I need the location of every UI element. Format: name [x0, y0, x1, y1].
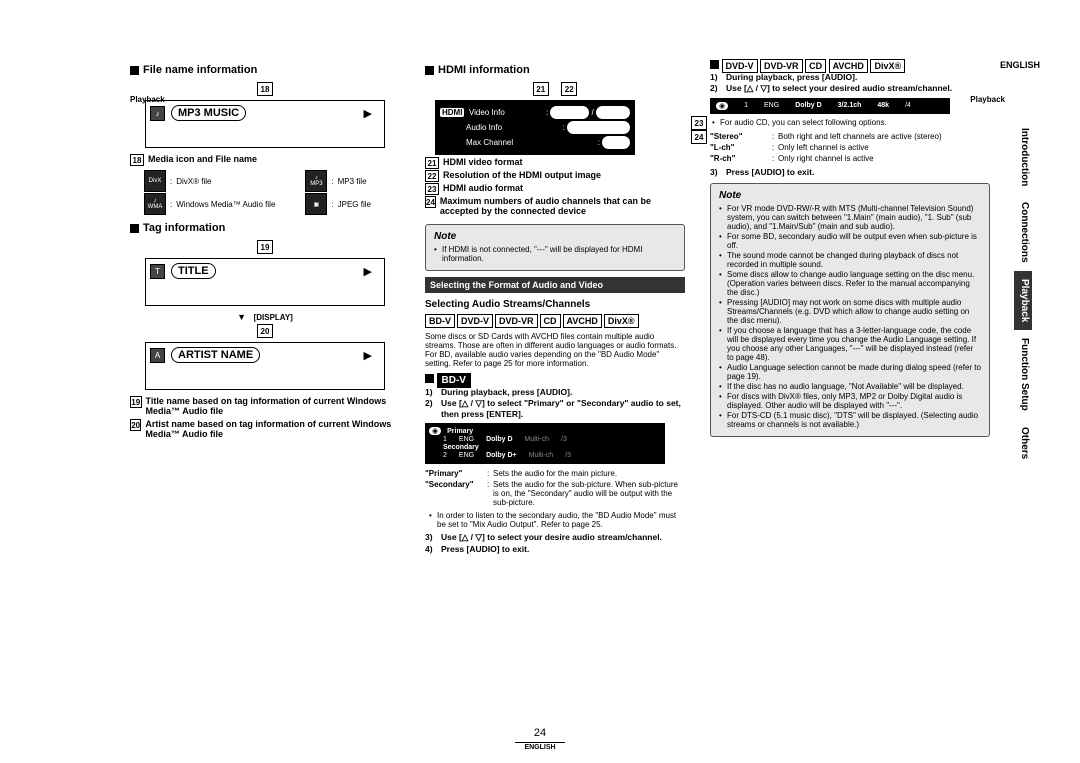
- fmt-dvdvr: DVD-VR: [495, 314, 538, 328]
- c3-step2: Use [△ / ▽] to select your desired audio…: [726, 83, 952, 94]
- display-mp3: ♪ MP3 MUSIC ▶: [145, 100, 385, 148]
- divx-label: DivX® file: [176, 177, 211, 186]
- primary-secondary-defs: "Primary":Sets the audio for the main pi…: [425, 468, 685, 508]
- column-3: DVD-V DVD-VR CD AVCHD DivX® 1)During pla…: [710, 60, 990, 555]
- marker-20: 20: [257, 324, 273, 338]
- divx-icon: DivX: [144, 170, 166, 192]
- sidebar-playback: Playback: [1014, 271, 1032, 330]
- column-1: File name information 18 ♪ MP3 MUSIC ▶ 1…: [130, 60, 400, 555]
- primary-secondary-box: ◉Primary 1ENGDolby DMulti-ch/3 Secondary…: [425, 423, 665, 464]
- c3-fmt-avchd: AVCHD: [829, 59, 868, 73]
- marker-21: 21: [533, 82, 549, 96]
- note-big: Note For VR mode DVD-RW/-R with MTS (Mul…: [710, 183, 990, 437]
- n19-desc: Title name based on tag information of c…: [146, 396, 400, 416]
- fmt-dvdv: DVD-V: [457, 314, 493, 328]
- stream-paragraph: Some discs or SD Cards with AVCHD files …: [425, 332, 685, 368]
- hdmi-display-box: HDMI Video Info : YCbCr / 1080i Audio In…: [435, 100, 635, 155]
- page-language-footer: ENGLISH: [515, 742, 565, 751]
- media-icon-title: Media icon and File name: [148, 154, 257, 164]
- ref-24: 24: [425, 196, 436, 208]
- ref-19: 19: [130, 396, 142, 408]
- l23: HDMI audio format: [443, 183, 523, 193]
- marker-23: 23: [691, 116, 707, 130]
- display-artist: A ARTIST NAME ▶: [145, 342, 385, 390]
- l22: Resolution of the HDMI output image: [443, 170, 601, 180]
- mp3-label: MP3 file: [338, 177, 367, 186]
- channel-defs: "Stereo":Both right and left channels ar…: [710, 131, 990, 164]
- page-number: 24: [534, 727, 546, 739]
- wma-label: Windows Media™ Audio file: [176, 200, 275, 209]
- c3-step1: During playback, press [AUDIO].: [726, 72, 857, 82]
- ref-23: 23: [425, 183, 439, 195]
- c2-sec-bullet: In order to listen to the secondary audi…: [429, 511, 685, 529]
- c3-fmt-dvdvr: DVD-VR: [760, 59, 803, 73]
- mp3-music-label: MP3 MUSIC: [171, 105, 246, 121]
- marker-22: 22: [561, 82, 577, 96]
- file-name-info-title: File name information: [130, 64, 400, 76]
- artist-label: ARTIST NAME: [171, 347, 260, 363]
- ref-22: 22: [425, 170, 439, 182]
- sidebar-others: Others: [1014, 419, 1032, 467]
- fmt-cd: CD: [540, 314, 561, 328]
- l24: Maximum numbers of audio channels that c…: [440, 196, 685, 216]
- display-arrow-1: ▼ [DISPLAY]: [130, 312, 400, 322]
- column-2: HDMI information 21 22 HDMI Video Info :…: [425, 60, 685, 555]
- hdmi-info-title: HDMI information: [425, 64, 685, 76]
- artist-a-icon: A: [150, 348, 165, 363]
- fmt-divx: DivX®: [604, 314, 639, 328]
- sidebar-connections: Connections: [1014, 194, 1032, 271]
- sidebar-function-setup: Function Setup: [1014, 330, 1032, 419]
- select-format-bar: Selecting the Format of Audio and Video: [425, 277, 685, 293]
- fmt-avchd: AVCHD: [563, 314, 602, 328]
- c3-fmt-divx: DivX®: [870, 59, 905, 73]
- jpeg-icon: ▣: [305, 193, 327, 215]
- tag-info-title: Tag information: [130, 222, 400, 234]
- ref-18: 18: [130, 154, 144, 166]
- bdv-heading: BD-V: [437, 373, 471, 388]
- jpeg-label: JPEG file: [338, 200, 371, 209]
- title-t-icon: T: [150, 264, 165, 279]
- audio-info-display: ◉1ENGDolby D3/2.1ch48k/4: [710, 98, 950, 114]
- fmt-bdv: BD-V: [425, 314, 455, 328]
- c3-fmt-dvdv: DVD-V: [722, 59, 758, 73]
- select-streams-title: Selecting Audio Streams/Channels: [425, 299, 685, 310]
- c3-fmt-cd: CD: [805, 59, 826, 73]
- marker-18: 18: [257, 82, 273, 96]
- c3-step3: Press [AUDIO] to exit.: [726, 167, 814, 177]
- audio-cd-note: For audio CD, you can select following o…: [712, 118, 990, 127]
- header-language-top: ENGLISH: [1000, 60, 1040, 70]
- c2-step2: Use [△ / ▽] to select "Primary" or "Seco…: [441, 398, 685, 419]
- note-hdmi: Note If HDMI is not connected, "---" wil…: [425, 224, 685, 271]
- format-badges: BD-V DVD-V DVD-VR CD AVCHD DivX®: [425, 314, 685, 328]
- music-icon: ♪: [150, 106, 165, 121]
- marker-19: 19: [257, 240, 273, 254]
- title-label: TITLE: [171, 263, 216, 279]
- c2-step4: Press [AUDIO] to exit.: [441, 544, 529, 554]
- ref-20: 20: [130, 419, 141, 431]
- breadcrumb-right: Playback: [970, 95, 1005, 104]
- marker-24: 24: [691, 130, 707, 144]
- c2-step3: Use [△ / ▽] to select your desire audio …: [441, 532, 662, 543]
- sidebar-introduction: Introduction: [1014, 120, 1032, 194]
- ref-21: 21: [425, 157, 439, 169]
- display-title: T TITLE ▶: [145, 258, 385, 306]
- n20-desc: Artist name based on tag information of …: [145, 419, 400, 439]
- sidebar-tabs: Introduction Connections Playback Functi…: [1014, 120, 1032, 703]
- mp3-icon: ♪MP3: [305, 170, 327, 192]
- wma-icon: ♪WMA: [144, 193, 166, 215]
- l21: HDMI video format: [443, 157, 523, 167]
- c2-step1: During playback, press [AUDIO].: [441, 387, 572, 397]
